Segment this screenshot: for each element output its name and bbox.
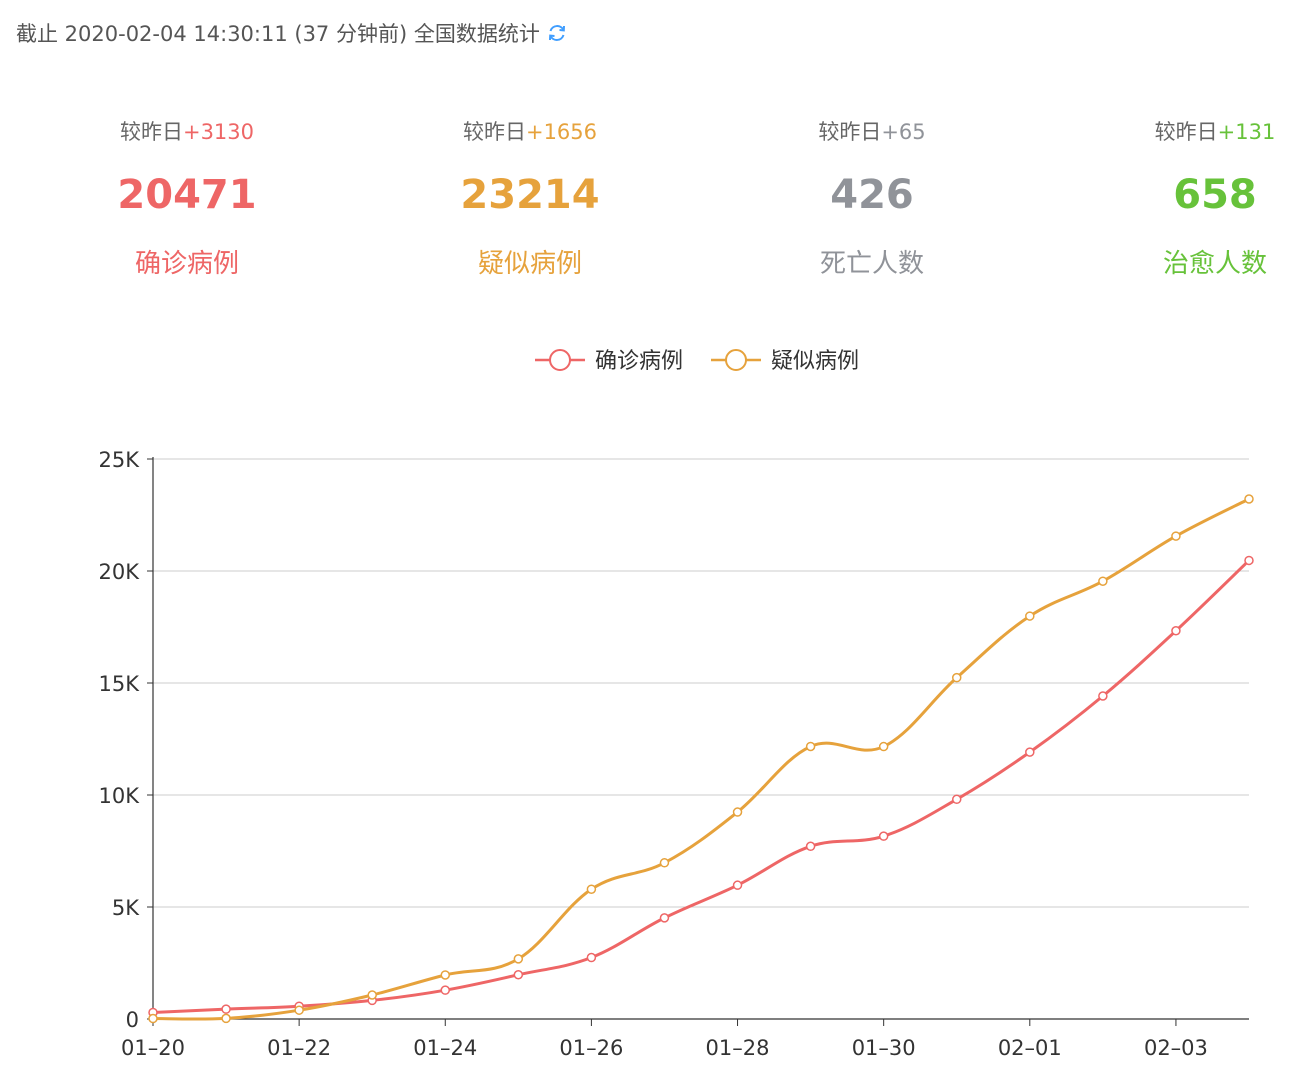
stat-value: 20471 [117, 172, 257, 218]
data-point [1244, 494, 1254, 504]
data-point [294, 1005, 304, 1015]
data-point [148, 1013, 158, 1024]
delta-prefix: 较昨日 [462, 120, 526, 144]
refresh-icon[interactable] [546, 22, 568, 44]
legend-item[interactable]: 确诊病例 [535, 349, 683, 374]
delta-prefix: 较昨日 [818, 120, 882, 144]
delta-value: +1656 [525, 120, 598, 144]
stat-deaths: 较昨日+65 426 死亡人数 [752, 112, 992, 284]
timestamp-text: 截止 2020-02-04 14:30:11 (37 分钟前) 全国数据统计 [16, 22, 540, 46]
delta-prefix: 较昨日 [1154, 120, 1218, 144]
data-point [586, 884, 597, 894]
stat-label: 治愈人数 [1162, 249, 1267, 279]
stat-confirmed: 较昨日+3130 20471 确诊病例 [67, 112, 307, 284]
stat-delta: 较昨日+1656 [410, 112, 650, 152]
y-tick-label: 15K [99, 672, 141, 696]
data-point [878, 831, 889, 841]
stat-suspected: 较昨日+1656 23214 疑似病例 [410, 112, 650, 284]
data-point [732, 807, 743, 817]
data-point [513, 954, 524, 964]
legend-marker [549, 349, 571, 371]
y-tick-label: 5K [112, 896, 140, 920]
stat-value: 426 [830, 172, 914, 218]
data-point [1171, 531, 1181, 541]
stat-label: 确诊病例 [134, 249, 239, 279]
data-point [440, 985, 451, 995]
x-tick-label: 02–03 [1144, 1036, 1208, 1060]
data-point [1244, 555, 1254, 566]
x-tick-label: 01–22 [267, 1036, 331, 1060]
delta-value: +131 [1217, 120, 1276, 144]
x-tick-label: 01–30 [852, 1036, 916, 1060]
delta-prefix: 较昨日 [119, 120, 183, 144]
x-tick-label: 01–20 [121, 1036, 185, 1060]
trend-line-chart: 确诊病例 疑似病例 0 5K 10K 15K 20K 25K 01–20 01–22 01–24 01… [99, 349, 1254, 1060]
data-point [367, 990, 377, 1000]
data-point [659, 913, 670, 923]
data-point [805, 841, 816, 852]
y-tick-label: 0 [126, 1008, 139, 1032]
series-line [152, 497, 1250, 1021]
data-point [586, 952, 597, 963]
y-tick-label: 20K [99, 560, 141, 584]
legend-item[interactable]: 疑似病例 [711, 349, 859, 374]
y-tick-label: 25K [99, 448, 141, 472]
x-tick-label: 01–24 [413, 1036, 477, 1060]
x-tick-label: 01–26 [559, 1036, 623, 1060]
data-point [440, 970, 451, 980]
delta-value: +65 [881, 120, 926, 144]
legend-label: 疑似病例 [771, 349, 859, 374]
data-point [1025, 747, 1035, 757]
stat-delta: 较昨日+131 [1095, 112, 1294, 152]
stat-value: 23214 [460, 172, 600, 218]
data-point [732, 880, 743, 890]
stat-delta: 较昨日+65 [752, 112, 992, 152]
data-point [1025, 611, 1035, 621]
data-point [878, 741, 889, 752]
legend-label: 确诊病例 [595, 349, 683, 374]
series-line [152, 559, 1251, 1014]
data-point [805, 741, 816, 752]
data-point [513, 970, 524, 980]
data-point [1171, 626, 1181, 636]
data-point [1098, 576, 1108, 586]
data-point [221, 1004, 231, 1014]
data-point [221, 1013, 231, 1024]
stat-label: 疑似病例 [477, 249, 582, 279]
data-point [1098, 691, 1108, 701]
x-tick-label: 01–28 [706, 1036, 770, 1060]
x-tick-label: 02–01 [998, 1036, 1062, 1060]
data-timestamp-header: 截止 2020-02-04 14:30:11 (37 分钟前) 全国数据统计 [16, 18, 568, 48]
y-tick-label: 10K [99, 784, 141, 808]
delta-value: +3130 [182, 120, 255, 144]
legend-marker [725, 349, 747, 371]
stats-summary: 较昨日+3130 20471 确诊病例 较昨日+1656 23214 疑似病例 … [0, 112, 1294, 312]
data-point [951, 672, 962, 683]
stat-delta: 较昨日+3130 [67, 112, 307, 152]
data-point [951, 794, 962, 805]
stat-recovered: 较昨日+131 658 治愈人数 [1095, 112, 1294, 284]
stat-value: 658 [1173, 172, 1257, 218]
stat-label: 死亡人数 [819, 249, 924, 279]
data-point [659, 858, 670, 868]
